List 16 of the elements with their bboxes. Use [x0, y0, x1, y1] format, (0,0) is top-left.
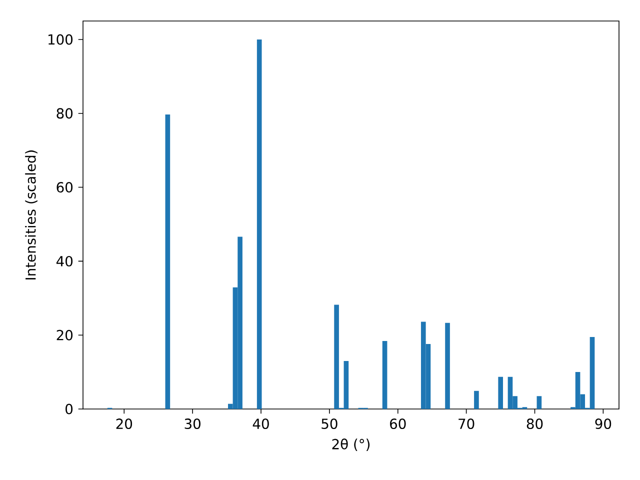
- y-tick-label: 100: [48, 34, 73, 45]
- x-tick-label: 60: [390, 418, 406, 430]
- y-tick-label: 80: [56, 108, 73, 119]
- x-tick-label: 40: [252, 418, 269, 430]
- x-tick-label: 50: [322, 418, 338, 430]
- y-tick-label: 20: [56, 330, 73, 340]
- y-tick-label: 40: [56, 256, 73, 266]
- x-tick-label: 30: [184, 418, 200, 430]
- x-tick-label: 70: [458, 418, 474, 430]
- x-axis-title: 2θ (°): [332, 438, 370, 452]
- x-tick-label: 90: [595, 418, 612, 430]
- x-tick-label: 80: [526, 418, 543, 430]
- y-axis-title: Intensities (scaled): [25, 150, 38, 280]
- y-tick-label: 0: [66, 404, 73, 414]
- x-tick-label: 20: [116, 418, 132, 430]
- y-tick-label: 60: [56, 182, 73, 193]
